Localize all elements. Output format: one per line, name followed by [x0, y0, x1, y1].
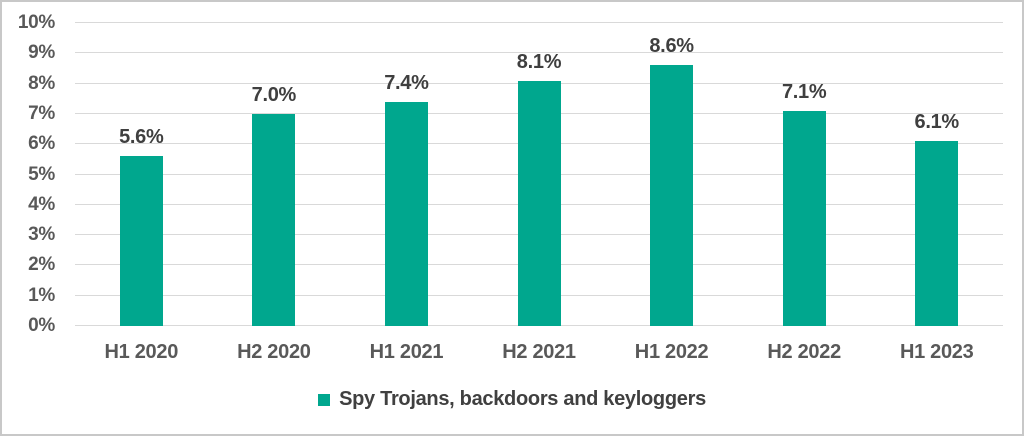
- y-tick-label: 2%: [28, 254, 55, 276]
- bar: [782, 110, 826, 326]
- gridline: [75, 52, 1003, 54]
- bar-data-label: 8.1%: [516, 50, 562, 73]
- bar: [384, 101, 428, 326]
- bar: [650, 65, 694, 326]
- y-axis: 0% 1% 2% 3% 4% 5% 6% 7% 8% 9% 10%: [2, 12, 64, 336]
- legend-label: Spy Trojans, backdoors and keyloggers: [339, 388, 706, 410]
- bar-data-label: 5.6%: [119, 126, 164, 149]
- x-tick-label: H2 2020: [237, 341, 311, 363]
- x-axis: H1 2020 H2 2020 H1 2021 H2 2021 H1 2022 H2 20…: [75, 338, 1003, 366]
- bar-data-label: 7.4%: [384, 71, 429, 94]
- plot-area: 5.6% 7.0% 7.4% 8.1% 8.6% 7.1% 6.1%: [75, 22, 1003, 326]
- bar-data-label: 8.6%: [649, 35, 694, 58]
- x-tick-label: H1 2022: [634, 341, 709, 363]
- bar-data-label: 7.1%: [781, 80, 827, 103]
- bar: [517, 80, 561, 326]
- bar-data-label: 6.1%: [914, 111, 960, 134]
- y-tick-label: 7%: [28, 102, 55, 124]
- legend: Spy Trojans, backdoors and keyloggers: [2, 388, 1022, 411]
- y-tick-label: 8%: [28, 72, 55, 94]
- x-tick-label: H2 2021: [502, 341, 576, 363]
- x-tick-label: H2 2022: [767, 341, 841, 363]
- bar-data-label: 7.0%: [251, 83, 297, 106]
- x-tick-label: H1 2023: [899, 341, 974, 363]
- gridline: [75, 22, 1003, 23]
- x-tick-label: H1 2020: [104, 341, 179, 363]
- bar: [252, 113, 296, 326]
- y-tick-label: 5%: [28, 163, 55, 185]
- y-tick-label: 4%: [28, 193, 55, 215]
- y-tick-label: 1%: [28, 284, 55, 306]
- legend-marker-icon: [318, 393, 331, 406]
- bar: [915, 141, 959, 326]
- y-tick-label: 6%: [28, 133, 55, 155]
- bar: [119, 156, 163, 326]
- x-tick-label: H1 2021: [369, 341, 444, 363]
- y-tick-label: 3%: [28, 224, 55, 246]
- y-tick-label: 0%: [28, 315, 55, 336]
- y-tick-label: 9%: [28, 42, 55, 64]
- y-tick-label: 10%: [17, 12, 55, 33]
